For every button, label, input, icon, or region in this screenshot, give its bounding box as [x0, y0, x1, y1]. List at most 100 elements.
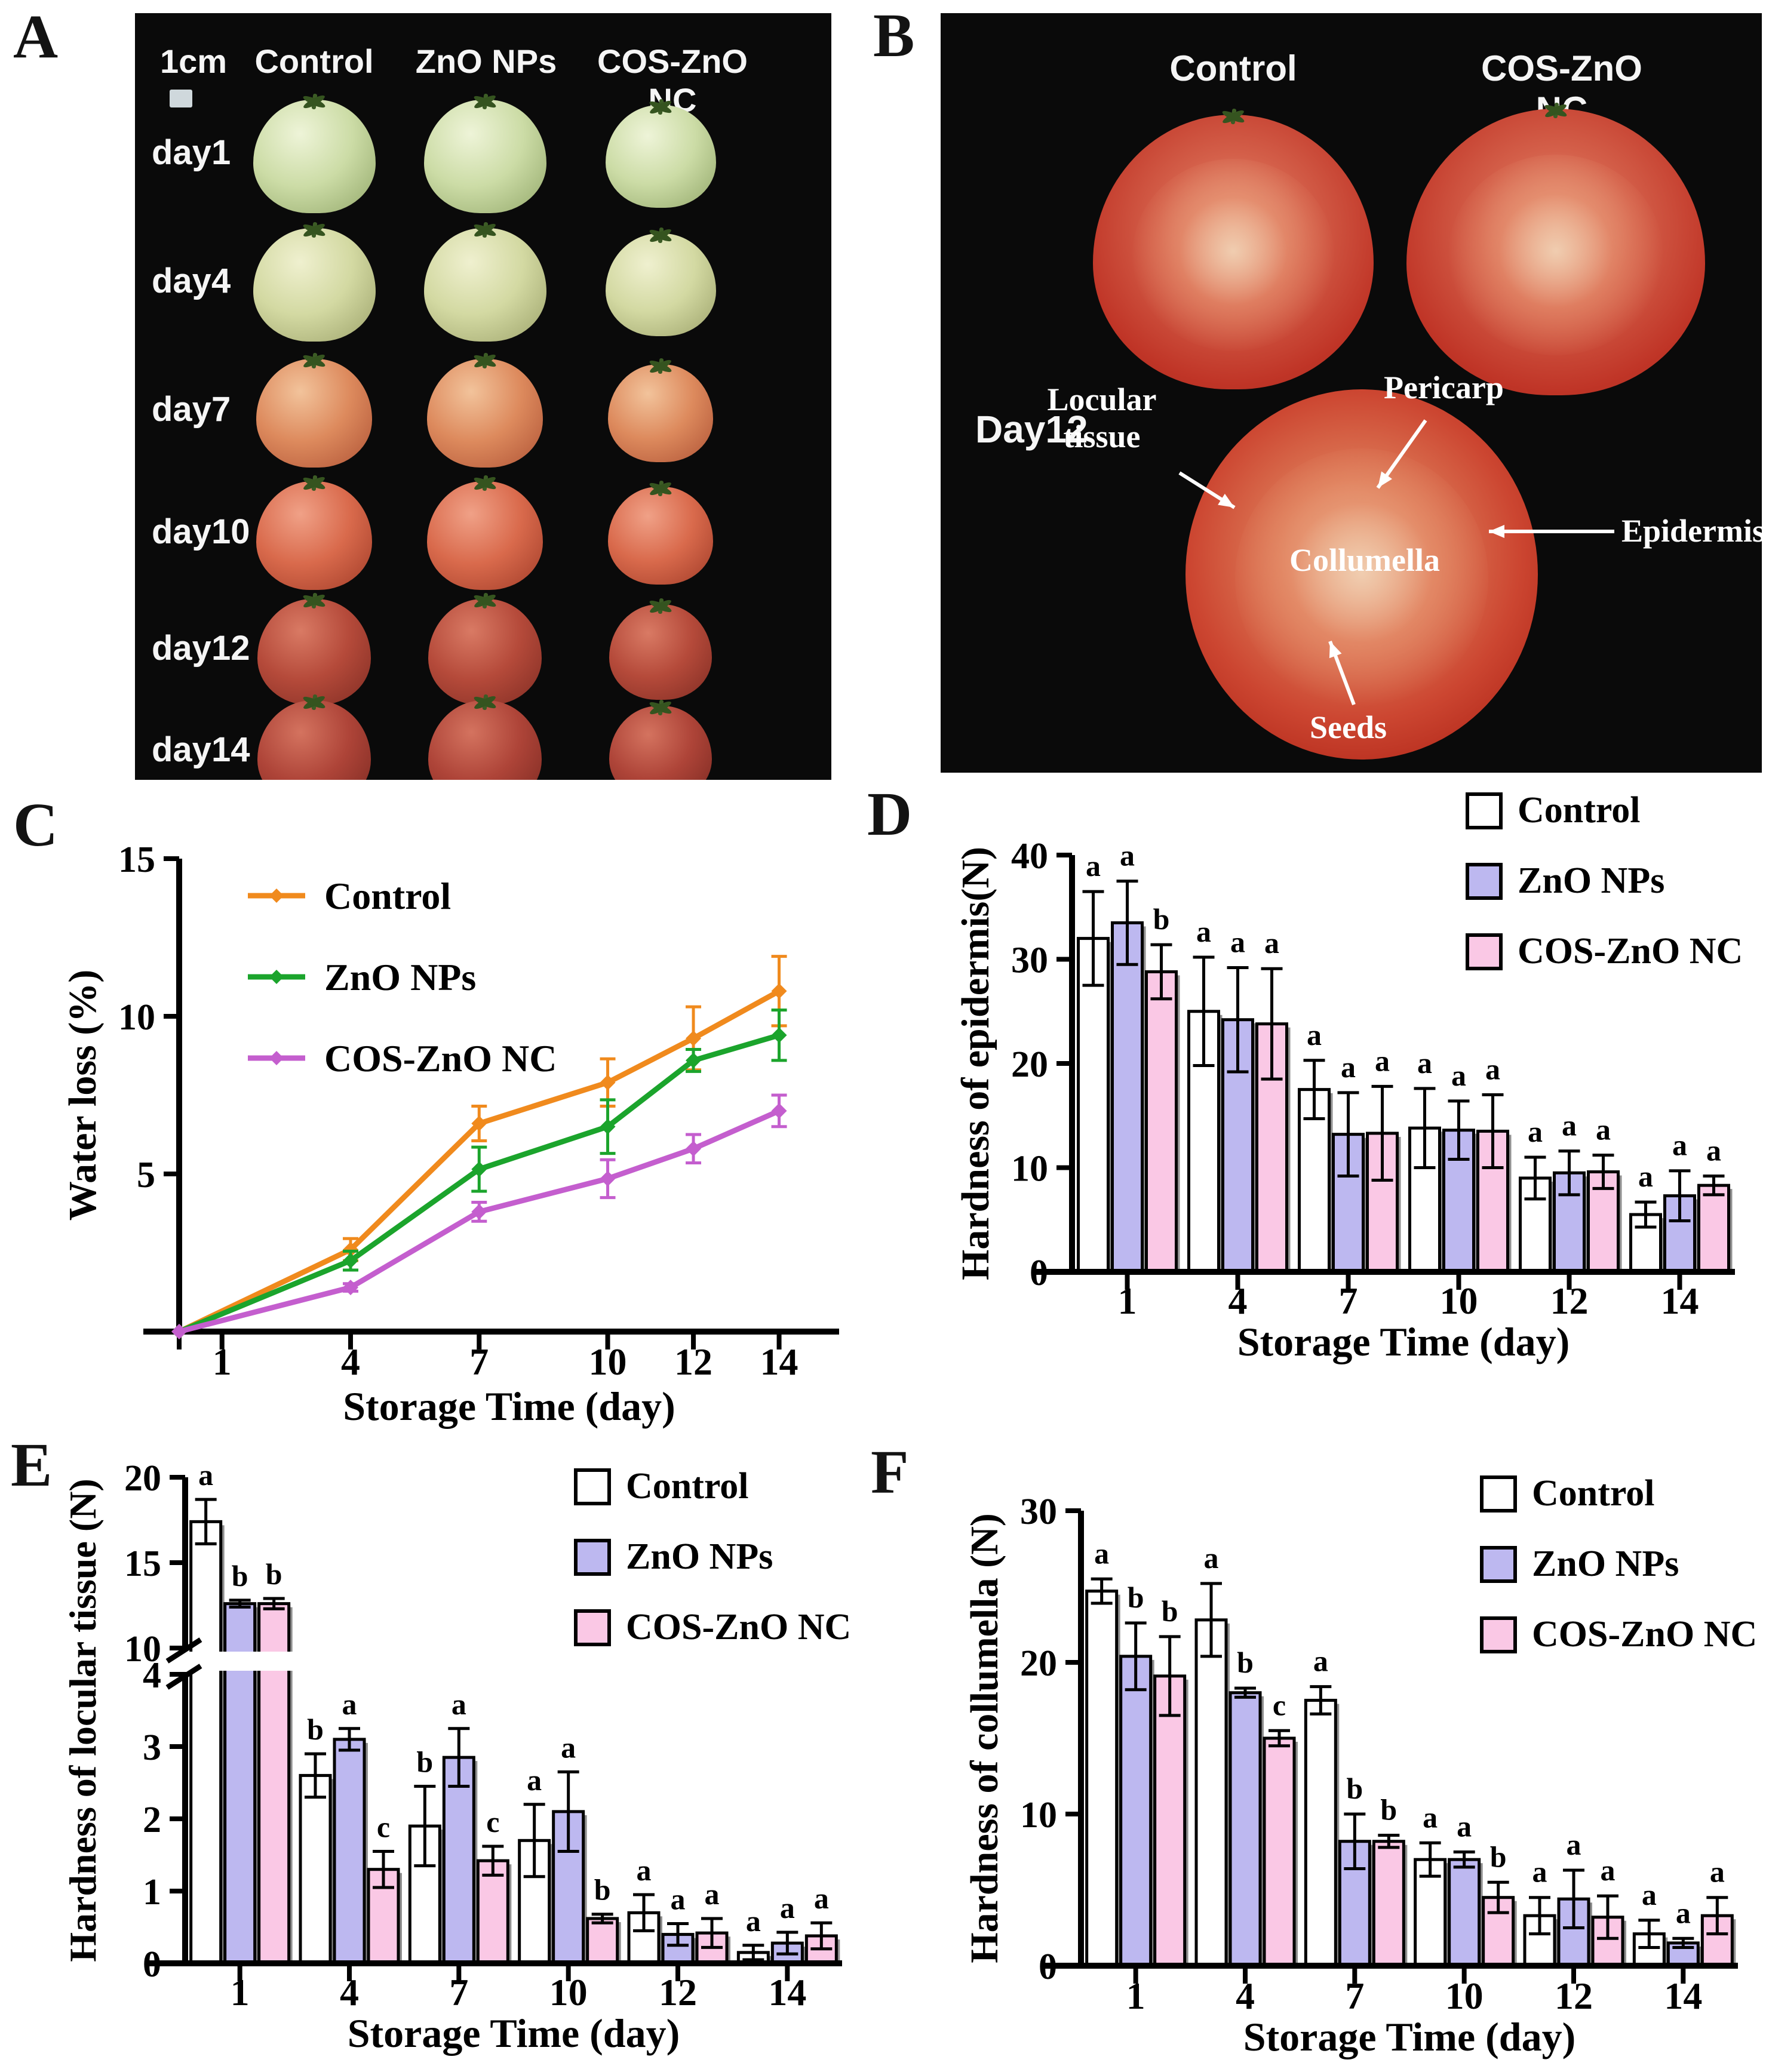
y-tick-label-0: 0: [1030, 1253, 1048, 1293]
y-axis-title: Water loss (%): [61, 970, 105, 1221]
x-tick-label-10: 10: [549, 1971, 588, 2013]
sig-letter: a: [1086, 849, 1101, 883]
tomato-photo-day1-control: [253, 93, 376, 214]
tomato-photo-day4-control: [253, 221, 376, 342]
sig-letter: b: [1380, 1793, 1397, 1827]
sig-letter: a: [1706, 1133, 1721, 1167]
panel-a-row-label-day14: day14: [152, 730, 250, 769]
legend-item-cos-zno-nc: COS-ZnO NC: [574, 1607, 851, 1647]
y-tick-label-10: 10: [1011, 1149, 1048, 1189]
panel-a-column-control: Control: [254, 42, 374, 80]
x-tick-label-12: 12: [1555, 1975, 1593, 2017]
panel-a-row-label-day1: day1: [152, 133, 231, 172]
legend-label: COS-ZnO NC: [626, 1607, 851, 1647]
axis-break-band: [158, 1652, 842, 1671]
annotation-locular-tissue: Locular tissue: [1047, 382, 1157, 455]
sig-letter: a: [1196, 915, 1211, 948]
bar-F-day4-zno-nps: [1228, 1691, 1262, 1968]
sig-letter: a: [1710, 1855, 1725, 1889]
legend-label: COS-ZnO NC: [1518, 931, 1743, 972]
y-tick-label-0: 0: [143, 1944, 161, 1985]
tomato-photo-day1-zno-nps: [423, 93, 546, 214]
x-tick-label-4: 4: [340, 1971, 359, 2013]
bar-F-day7-control: [1304, 1699, 1337, 1968]
x-axis-title: Storage Time (day): [1237, 1319, 1570, 1364]
sig-letter: a: [1672, 1129, 1687, 1162]
panel-a-row-label-day12: day12: [152, 629, 250, 668]
bar-D-day1-cos-zno-nc: [1145, 970, 1178, 1274]
tomato-photo-day12-cos-zno-nc: [609, 598, 712, 700]
data-point-marker: [771, 1027, 787, 1043]
data-point-marker: [686, 1052, 702, 1068]
sig-letter: a: [1307, 1018, 1322, 1052]
panel-b-column-control: Control: [1169, 48, 1297, 88]
legend: Control ZnO NPs COS-ZnO NC: [1466, 790, 1743, 972]
sig-letter: a: [1341, 1050, 1356, 1084]
y-tick-label-10: 10: [118, 997, 155, 1038]
sig-letter: a: [1642, 1878, 1657, 1911]
arrow-locular-tissue: [1178, 471, 1236, 509]
sig-letter: c: [486, 1805, 499, 1839]
bars-layer: a ab a a aaa a a a aa a aaa a: [1077, 839, 1733, 1274]
panel-letter-a: A: [13, 2, 59, 71]
tomato-photo-day10-cos-zno-nc: [608, 480, 713, 585]
bar-F-day4-control: [1194, 1618, 1228, 1968]
data-point-marker: [471, 1161, 487, 1178]
x-tick-label-1: 1: [231, 1971, 250, 2013]
legend-item-zno-nps: ZnO NPs: [574, 1536, 773, 1577]
bar-F-day7-cos-zno-nc: [1372, 1840, 1405, 1968]
legend: Control ZnO NPs COS-ZnO NC: [248, 875, 557, 1080]
sig-letter: a: [671, 1882, 686, 1916]
sig-letter: a: [1457, 1810, 1472, 1843]
sig-letter: b: [416, 1745, 433, 1779]
legend: Control ZnO NPs COS-ZnO NC: [1480, 1473, 1757, 1655]
legend-label: ZnO NPs: [324, 956, 476, 998]
bar-F-day1-zno-nps: [1119, 1655, 1153, 1968]
x-tick-label-7: 7: [469, 1341, 489, 1383]
x-tick-label-14: 14: [760, 1341, 798, 1383]
sig-letter: a: [1230, 925, 1245, 958]
x-tick-label-12: 12: [659, 1971, 697, 2013]
sig-letter: a: [1417, 1046, 1432, 1080]
panel-a-column-zno-nps: ZnO NPs: [415, 42, 557, 80]
legend-item-control: Control: [1480, 1473, 1655, 1514]
panel-letter-e: E: [11, 1431, 53, 1499]
legend: Control ZnO NPs COS-ZnO NC: [574, 1466, 851, 1647]
tomato-photo-day12-control: [257, 592, 371, 705]
tomato-interior: [1448, 154, 1663, 355]
sig-letter: b: [1128, 1581, 1144, 1614]
panel-letter-c: C: [13, 791, 59, 859]
tomato-photo-day7-cos-zno-nc: [608, 358, 713, 462]
bar-E-day10-cos-zno-nc: [586, 1917, 619, 1965]
x-tick-label-12: 12: [674, 1341, 712, 1383]
data-point-marker: [600, 1118, 616, 1135]
y-tick-label-1: 1: [143, 1872, 161, 1913]
sig-letter: b: [1162, 1594, 1178, 1628]
panel-letter-b: B: [873, 1, 915, 70]
bar-E-day7-zno-nps: [442, 1756, 475, 1965]
tomato-photo-day4-cos-zno-nc: [605, 227, 716, 337]
tomato-photo-day7-control: [256, 352, 373, 468]
sig-letter: a: [1204, 1541, 1219, 1575]
x-tick-label-14: 14: [1664, 1975, 1702, 2017]
data-point-marker: [343, 1280, 359, 1296]
bar-F-day12-control: [1523, 1914, 1556, 1968]
sig-letter: b: [1153, 902, 1170, 936]
y-tick-label-20: 20: [1020, 1643, 1057, 1684]
tomato-photo-day14-control: [257, 694, 371, 780]
sig-letter: a: [527, 1763, 542, 1797]
tomato-photo-day4-zno-nps: [423, 221, 546, 342]
legend-label: COS-ZnO NC: [1532, 1614, 1757, 1655]
legend-item-zno-nps: ZnO NPs: [1466, 860, 1664, 901]
y-axis-title: Hardness of locular tissue (N): [62, 1478, 104, 1962]
tomato-photo-day1-cos-zno-nc: [605, 99, 716, 208]
sig-letter: a: [780, 1891, 795, 1925]
legend-label: COS-ZnO NC: [324, 1037, 557, 1080]
x-tick-label-7: 7: [1339, 1280, 1358, 1322]
arrow-pericarp: [1376, 419, 1427, 489]
sig-letter: c: [1273, 1688, 1286, 1721]
